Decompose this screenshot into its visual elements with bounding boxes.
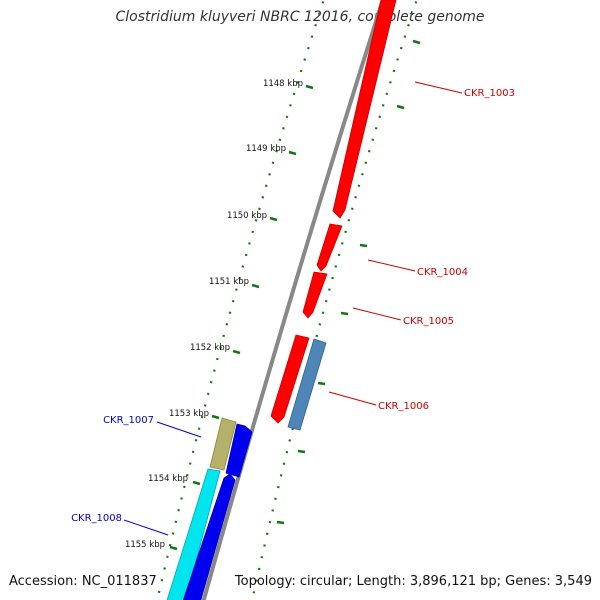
outer-ruler-ring	[156, 0, 325, 600]
inner-ring-dashes	[276, 39, 421, 525]
gene-arrow-CKR_1004[interactable]	[316, 223, 343, 272]
tick-label: 1149 kbp	[246, 144, 286, 154]
tick-label: 1152 kbp	[190, 343, 230, 353]
gene-label-CKR_1004[interactable]: CKR_1004	[417, 267, 468, 278]
topology-text: Topology: circular; Length: 3,896,121 bp…	[234, 574, 592, 589]
tick-mark	[305, 84, 314, 90]
accession-text: Accession: NC_011837	[9, 574, 157, 589]
gene-label-CKR_1003[interactable]: CKR_1003	[464, 88, 515, 99]
tick-mark	[211, 414, 220, 420]
tick-group: 1148 kbp 1149 kbp 1150 kbp 1151 kbp 1152…	[125, 79, 314, 551]
inner-ruler-ring	[251, 0, 418, 600]
gene-arrow-CKR_1006-red[interactable]	[270, 334, 310, 424]
tick-label: 1151 kbp	[209, 277, 249, 287]
gene-label-CKR_1008[interactable]: CKR_1008	[71, 513, 122, 524]
gene-arrow-CKR_1008-blue[interactable]	[180, 473, 236, 600]
tick-label: 1148 kbp	[263, 79, 303, 89]
gene-arrow-CKR_1003[interactable]	[332, 0, 397, 219]
tick-mark	[288, 150, 297, 156]
leader-lines	[123, 81, 463, 536]
gene-arrow-CKR_1007[interactable]	[209, 417, 237, 471]
tick-label: 1153 kbp	[169, 409, 209, 419]
gene-arrow-CKR_1007-blue[interactable]	[225, 423, 253, 478]
gene-label-CKR_1007[interactable]: CKR_1007	[103, 415, 154, 426]
tick-label: 1150 kbp	[227, 211, 267, 221]
tick-mark	[232, 349, 241, 355]
genome-backbone	[201, 0, 385, 600]
tick-mark	[169, 545, 178, 551]
tick-label: 1154 kbp	[148, 474, 188, 484]
gene-arrow-CKR_1005[interactable]	[302, 271, 328, 319]
tick-mark	[192, 480, 201, 486]
tick-label: 1155 kbp	[125, 540, 165, 550]
gene-label-CKR_1005[interactable]: CKR_1005	[403, 316, 454, 327]
tick-mark	[269, 216, 278, 222]
gene-label-CKR_1006[interactable]: CKR_1006	[378, 401, 429, 412]
tick-mark	[251, 283, 260, 289]
gene-arrow-CKR_1006[interactable]	[287, 338, 327, 431]
gene-arrow-CKR_1008[interactable]	[164, 468, 221, 600]
